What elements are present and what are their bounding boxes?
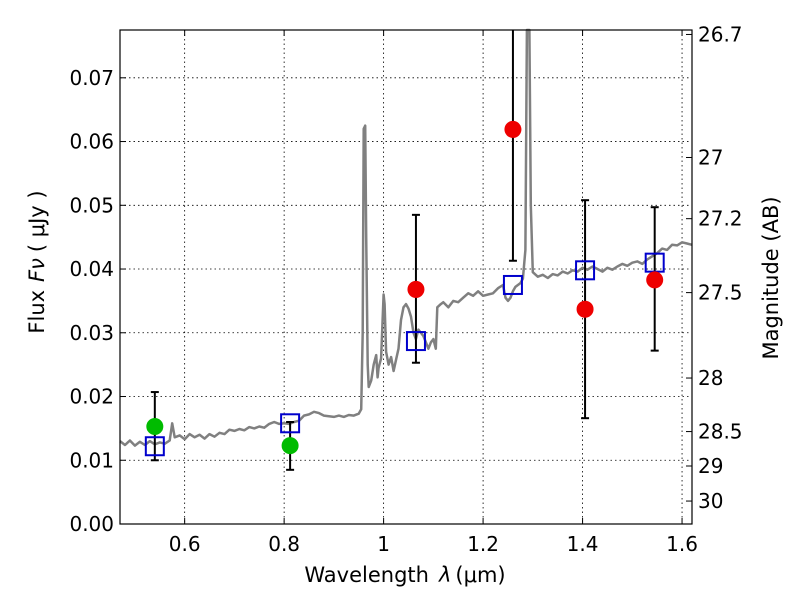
spectrum-layer xyxy=(119,28,693,447)
x-axis-label-prefix: Wavelength xyxy=(304,563,429,587)
y2-tick-label: 30 xyxy=(698,489,723,513)
marker-layer xyxy=(144,120,665,457)
observed-point-marker xyxy=(146,417,164,435)
x-tick-label: 0.8 xyxy=(268,532,300,556)
y-tick-label: 0.00 xyxy=(69,512,114,536)
y-tick-label: 0.07 xyxy=(69,66,114,90)
model-square-marker xyxy=(405,331,426,352)
x-tick-label: 0.6 xyxy=(169,532,201,556)
y-tick-label: 0.01 xyxy=(69,448,114,472)
observed-point-marker xyxy=(407,280,425,298)
observed-point-marker xyxy=(576,300,594,318)
y-axis-label-prefix: Flux xyxy=(25,290,49,334)
observed-point-marker xyxy=(281,437,299,455)
y2-tick-label: 29 xyxy=(698,454,723,478)
y-tick-label: 0.02 xyxy=(69,385,114,409)
plot-frame xyxy=(119,29,693,525)
ticks-layer: 0.6 0.8 1 1.2 1.4 1.6 0.00 0.01 0.02 0.03 0.04 0.05… xyxy=(69,22,742,556)
y-axis-label-symbol: Fν xyxy=(25,258,49,282)
observed-point-marker xyxy=(504,120,522,138)
model-square-marker xyxy=(575,260,596,281)
y-tick-label: 0.03 xyxy=(69,321,114,345)
y-tick-label: 0.04 xyxy=(69,257,114,281)
y-axis-label-unit: ( μJy ) xyxy=(25,190,49,252)
y-tick-label: 0.06 xyxy=(69,130,114,154)
observed-point-marker xyxy=(646,271,664,289)
x-axis-label-unit: (μm) xyxy=(455,563,505,587)
y2-tick-label: 27 xyxy=(698,145,723,169)
y2-axis-label: Magnitude (AB) xyxy=(759,196,783,359)
spectrum-line xyxy=(119,28,693,447)
y2-tick-label: 28 xyxy=(698,366,723,390)
x-axis-label: Wavelength λ (μm) xyxy=(304,563,505,587)
y2-tick-label: 28.5 xyxy=(698,420,743,444)
model-square-marker xyxy=(280,413,301,434)
y2-tick-label: 27.2 xyxy=(698,207,743,231)
x-axis-label-symbol: λ xyxy=(438,563,451,587)
y2-tick-label: 27.5 xyxy=(698,281,743,305)
y-axis-label: Flux Fν ( μJy ) xyxy=(25,190,49,333)
grid xyxy=(120,30,692,525)
x-tick-label: 1.6 xyxy=(666,532,698,556)
x-tick-label: 1 xyxy=(377,532,390,556)
x-tick-label: 1.2 xyxy=(467,532,499,556)
model-square-marker xyxy=(502,274,523,295)
y2-tick-label: 26.7 xyxy=(698,22,743,46)
model-square-marker xyxy=(144,436,165,457)
y-tick-label: 0.05 xyxy=(69,193,114,217)
x-tick-label: 1.4 xyxy=(567,532,599,556)
